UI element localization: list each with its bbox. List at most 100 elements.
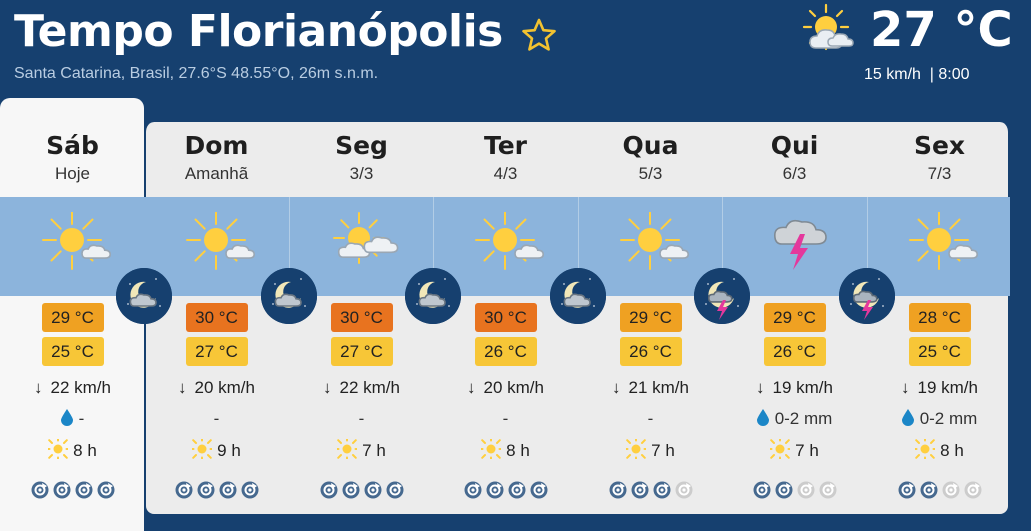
day-column[interactable]: Seg 3/3 30 °C 27 °C ↓ 22 km/h - 7 h [289, 122, 434, 516]
column-divider [433, 197, 434, 296]
sun-hours: 7 h [651, 441, 675, 460]
arrow-down-icon: ↓ [901, 378, 910, 397]
wind-info: ↓ 22 km/h [0, 378, 145, 398]
arrow-down-icon: ↓ [612, 378, 621, 397]
weather-rating [0, 480, 145, 500]
rating-icon-active [341, 480, 361, 500]
wind-speed: 20 km/h [194, 378, 255, 397]
weather-rating [722, 480, 867, 500]
title-row: Tempo Florianópolis [14, 6, 557, 57]
sun-hours-info: 7 h [578, 435, 723, 464]
rating-icon-inactive [818, 480, 838, 500]
rain-info: - [0, 409, 145, 431]
day-column[interactable]: Ter 4/3 30 °C 26 °C ↓ 20 km/h - 8 h [433, 122, 578, 516]
day-name: Dom [184, 131, 249, 160]
column-divider [867, 197, 868, 296]
sun-icon [477, 435, 505, 464]
day-date: Hoje [55, 164, 90, 183]
page-header: Tempo Florianópolis Santa Catarina, Bras… [0, 0, 1031, 122]
arrow-down-icon: ↓ [756, 378, 765, 397]
rain-info: - [144, 409, 289, 429]
rating-icon-active [630, 480, 650, 500]
sun-icon [333, 435, 361, 464]
rain-amount: - [78, 409, 85, 428]
arrow-down-icon: ↓ [178, 378, 187, 397]
column-divider [722, 197, 723, 296]
day-date: 5/3 [638, 164, 663, 183]
rating-icon-active [652, 480, 672, 500]
rain-amount: 0-2 mm [919, 409, 978, 428]
rating-icon-active [385, 480, 405, 500]
day-name: Sáb [46, 131, 99, 160]
rating-icon-active [529, 480, 549, 500]
day-column[interactable]: Sex 7/3 28 °C 25 °C ↓ 19 km/h 0-2 mm 8 h [867, 122, 1012, 516]
sun-cloud-icon [184, 210, 258, 276]
rating-icon-active [96, 480, 116, 500]
rain-info: - [289, 409, 434, 429]
temp-min-badge: 26 °C [474, 337, 537, 366]
sun-cloud-icon [40, 210, 114, 276]
temp-min-badge: 25 °C [41, 337, 104, 366]
rain-amount: - [213, 409, 220, 428]
night-cloud-icon[interactable] [405, 268, 461, 324]
wind-info: ↓ 19 km/h [867, 378, 1012, 398]
sun-cloud-icon [618, 210, 692, 276]
day-column[interactable]: Dom Amanhã 30 °C 27 °C ↓ 20 km/h - 9 h [144, 122, 289, 516]
thunderstorm-icon [762, 212, 836, 276]
sun-hours-info: 8 h [867, 435, 1012, 464]
wind-info: ↓ 19 km/h [722, 378, 867, 398]
location-subtitle: Santa Catarina, Brasil, 27.6°S 48.55°O, … [14, 65, 379, 82]
wind-speed: 21 km/h [628, 378, 689, 397]
rating-icon-active [897, 480, 917, 500]
day-name: Sex [913, 131, 966, 160]
temp-max-badge: 29 °C [619, 303, 682, 332]
rating-icon-active [485, 480, 505, 500]
night-storm-icon[interactable] [839, 268, 895, 324]
arrow-down-icon: ↓ [467, 378, 476, 397]
rain-info: 0-2 mm [722, 409, 867, 431]
temp-max-badge: 29 °C [41, 303, 104, 332]
rating-icon-active [30, 480, 50, 500]
rating-icon-active [463, 480, 483, 500]
wind-info: ↓ 22 km/h [289, 378, 434, 398]
day-name: Seg [335, 131, 388, 160]
temp-max-badge: 28 °C [908, 303, 971, 332]
arrow-down-icon: ↓ [34, 378, 43, 397]
day-column[interactable]: Qui 6/3 29 °C 26 °C ↓ 19 km/h 0-2 mm 7 h [722, 122, 867, 516]
day-column[interactable]: Sáb Hoje 29 °C 25 °C ↓ 22 km/h - 8 h [0, 98, 145, 531]
day-date: Amanhã [184, 164, 249, 183]
sun-hours-info: 7 h [722, 435, 867, 464]
night-cloud-icon[interactable] [550, 268, 606, 324]
rain-amount: 0-2 mm [774, 409, 833, 428]
temp-min-badge: 26 °C [763, 337, 826, 366]
rating-icon-active [319, 480, 339, 500]
night-storm-icon[interactable] [694, 268, 750, 324]
day-column[interactable]: Qua 5/3 29 °C 26 °C ↓ 21 km/h - 7 h [578, 122, 723, 516]
wind-speed: 19 km/h [772, 378, 833, 397]
sun-icon [911, 435, 939, 464]
sun-hours: 7 h [795, 441, 819, 460]
weather-rating [867, 480, 1012, 500]
wind-info: ↓ 21 km/h [578, 378, 723, 398]
column-divider [578, 197, 579, 296]
night-cloud-icon[interactable] [116, 268, 172, 324]
rain-info: - [433, 409, 578, 429]
star-outline-icon[interactable] [521, 17, 557, 53]
sun-hours-info: 8 h [433, 435, 578, 464]
rating-icon-active [608, 480, 628, 500]
wind-speed: 22 km/h [339, 378, 400, 397]
sun-icon [188, 435, 216, 464]
sun-icon [622, 435, 650, 464]
rating-icon-active [363, 480, 383, 500]
cloudy-sun-icon [329, 212, 403, 276]
day-name: Qua [622, 131, 679, 160]
sun-hours: 9 h [217, 441, 241, 460]
column-divider [289, 197, 290, 296]
rating-icon-active [919, 480, 939, 500]
rating-icon-active [752, 480, 772, 500]
temp-min-badge: 27 °C [330, 337, 393, 366]
rating-icon-active [240, 480, 260, 500]
night-cloud-icon[interactable] [261, 268, 317, 324]
rating-icon-active [52, 480, 72, 500]
wind-speed: 22 km/h [50, 378, 111, 397]
